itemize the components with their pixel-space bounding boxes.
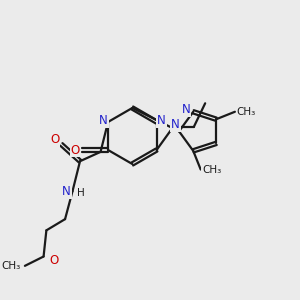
Text: N: N — [182, 103, 190, 116]
Text: N: N — [171, 118, 180, 131]
Text: CH₃: CH₃ — [236, 107, 256, 117]
Text: N: N — [99, 114, 108, 127]
Text: N: N — [157, 114, 166, 127]
Text: H: H — [77, 188, 85, 198]
Text: N: N — [62, 184, 71, 198]
Text: O: O — [50, 133, 59, 146]
Text: O: O — [49, 254, 58, 267]
Text: O: O — [71, 143, 80, 157]
Text: CH₃: CH₃ — [202, 164, 221, 175]
Text: CH₃: CH₃ — [1, 261, 20, 271]
